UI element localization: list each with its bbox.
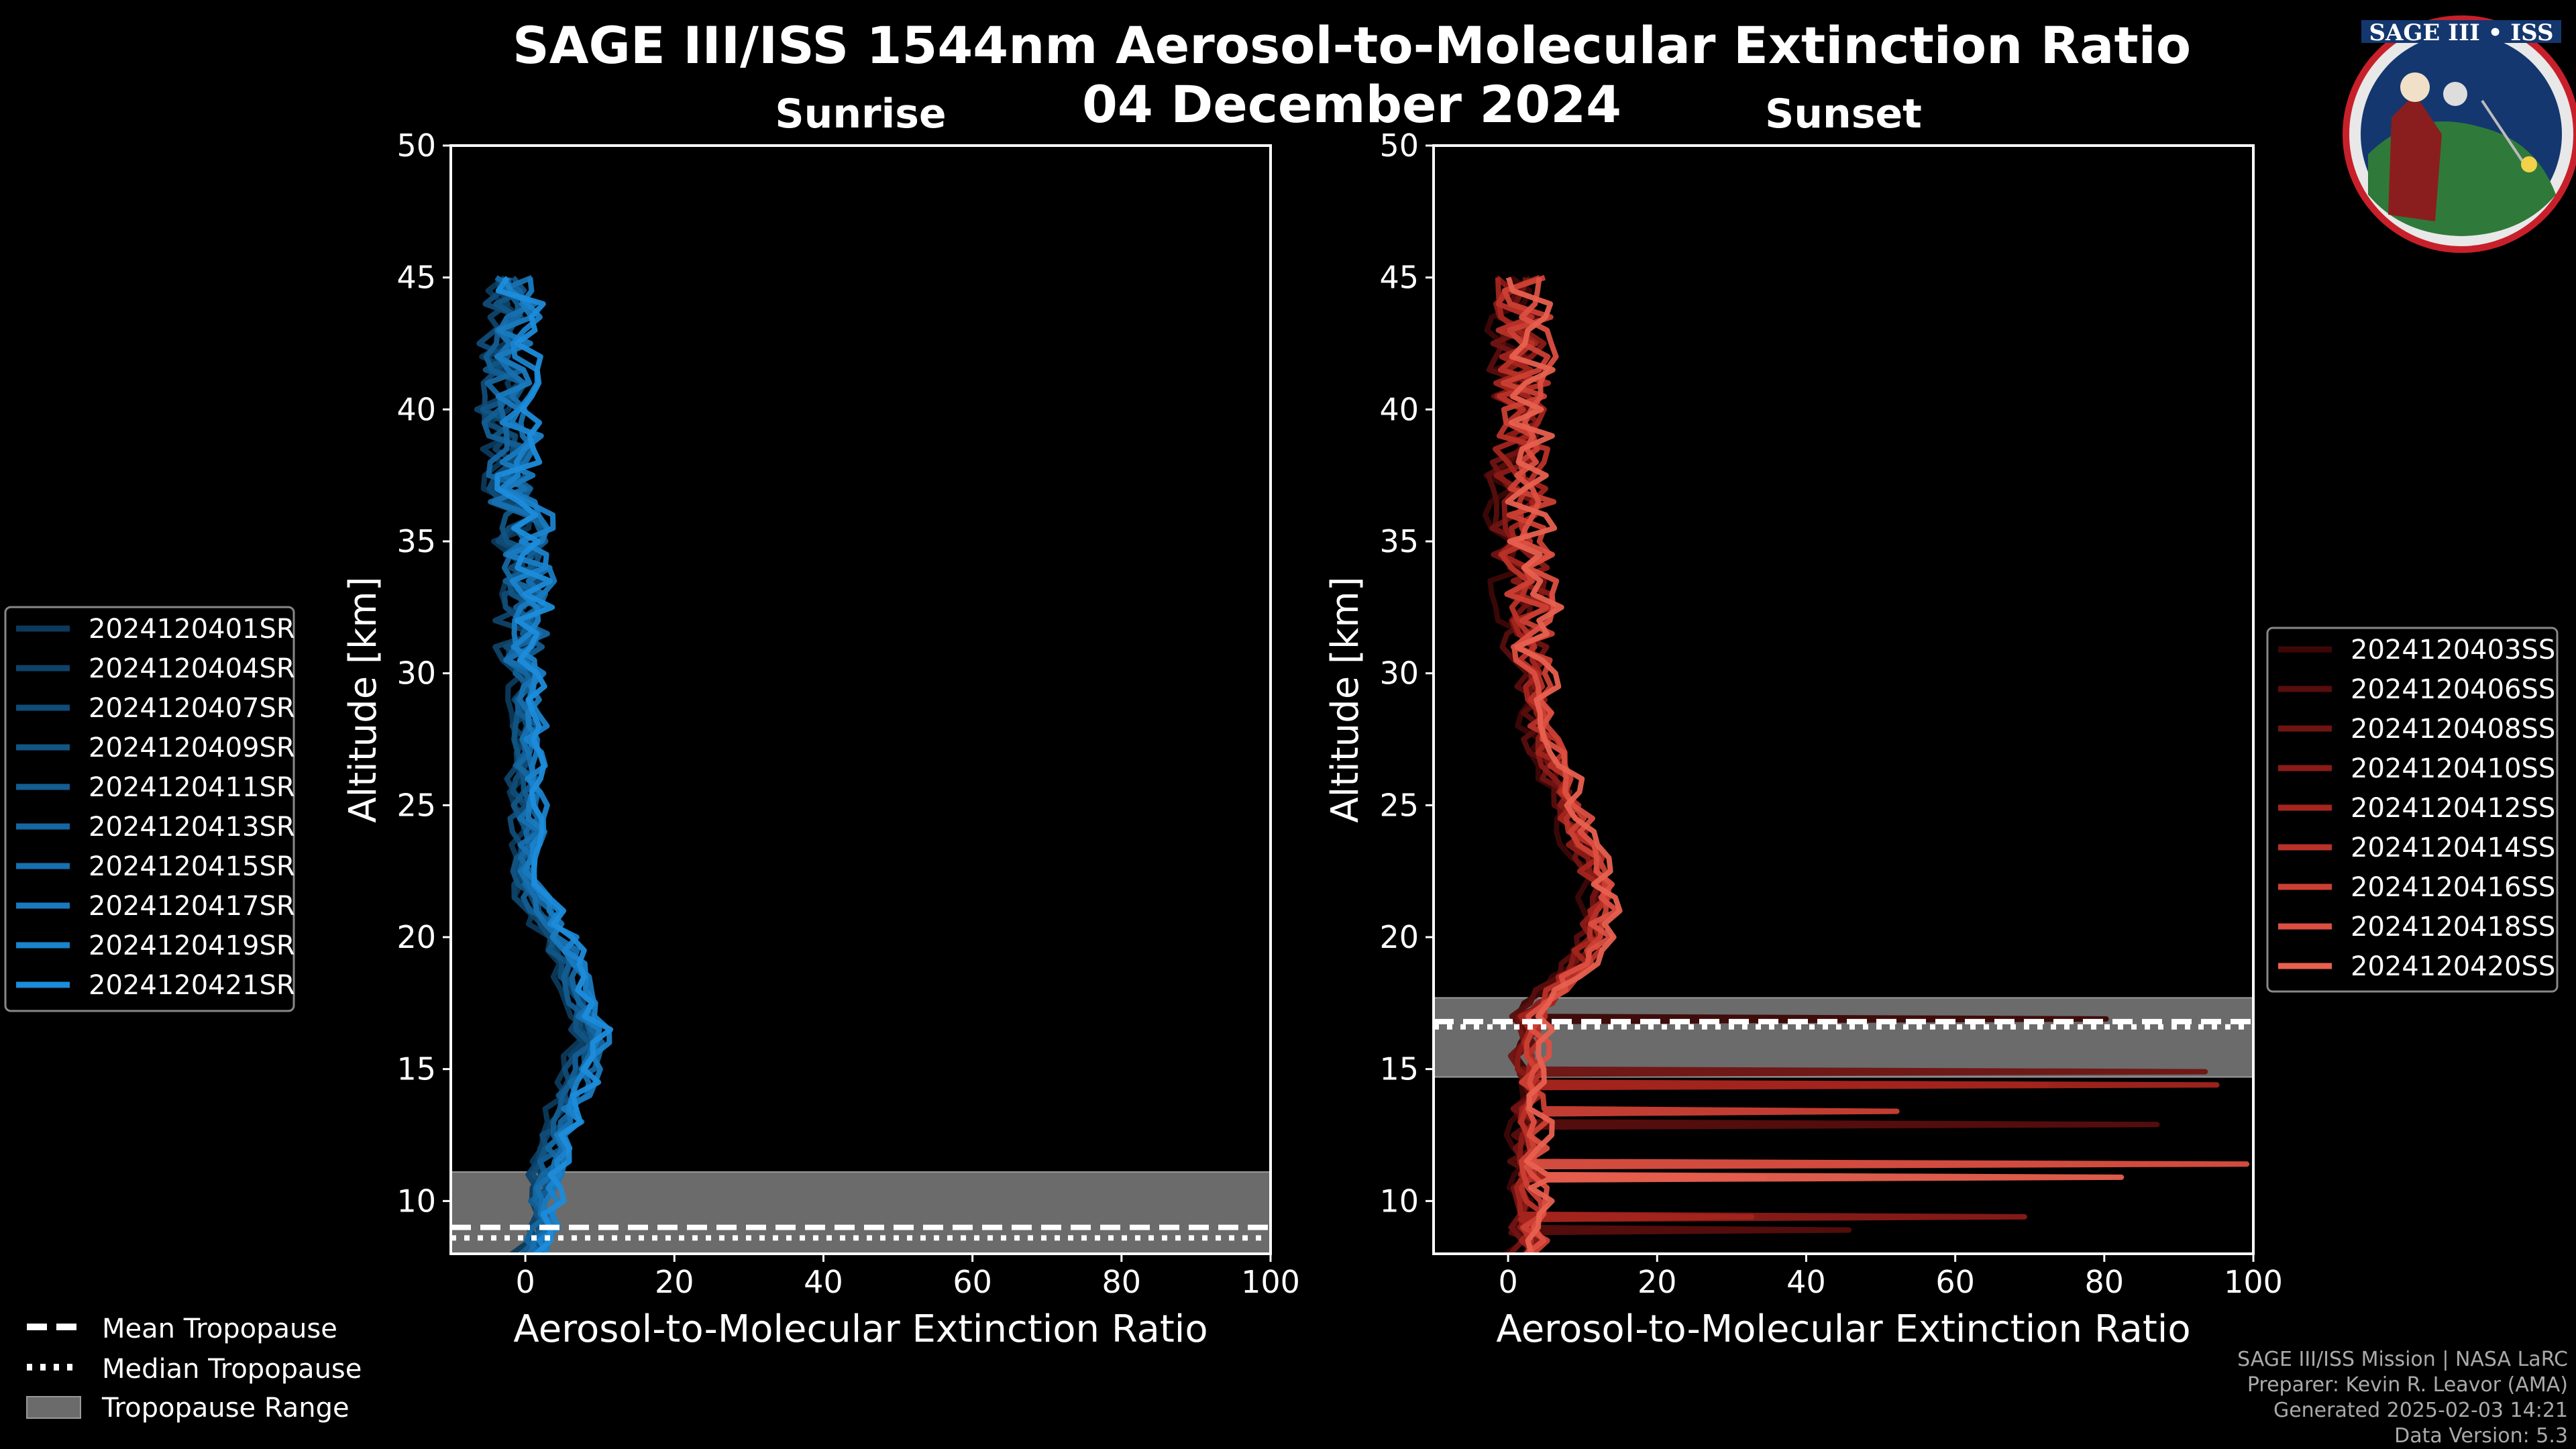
credit-line: Data Version: 5.3 bbox=[2394, 1424, 2568, 1448]
x-tick-label: 80 bbox=[1102, 1264, 1142, 1300]
x-tick-label: 60 bbox=[953, 1264, 992, 1300]
y-tick-label: 20 bbox=[396, 919, 436, 955]
plot-frame bbox=[449, 144, 1272, 1255]
y-tick-label: 25 bbox=[1379, 787, 1419, 823]
y-tick-label: 35 bbox=[1379, 523, 1419, 559]
credits: SAGE III/ISS Mission | NASA LaRC Prepare… bbox=[2237, 1348, 2568, 1448]
legend-label: 2024120414SS bbox=[2351, 833, 2555, 863]
legend-swatch-range bbox=[26, 1396, 81, 1419]
legend-label-median: Median Tropopause bbox=[102, 1354, 362, 1385]
legend-label: 2024120406SS bbox=[2351, 674, 2555, 705]
legend-label: 2024120418SS bbox=[2351, 912, 2555, 943]
y-tick-label: 40 bbox=[396, 391, 436, 427]
panel-title-sunset: Sunset bbox=[1765, 91, 1922, 138]
tropopause-legend: Mean Tropopause Median Tropopause Tropop… bbox=[26, 1313, 362, 1424]
profile-line-2024120421SR bbox=[494, 276, 614, 1254]
logo-text: SAGE III • ISS bbox=[2369, 19, 2553, 46]
y-axis-label: Altitude [km] bbox=[1324, 576, 1367, 822]
credit-line: Generated 2025-02-03 14:21 bbox=[2273, 1399, 2568, 1422]
x-tick-label: 80 bbox=[2085, 1264, 2125, 1300]
y-axis-label: Altitude [km] bbox=[341, 576, 385, 822]
y-tick-label: 45 bbox=[1379, 260, 1419, 296]
sunset-panel: 10 15 20 25 30 35 40 45 50 0 20 40 60 80 100 Aerosol-… bbox=[1324, 127, 2283, 1351]
logo-banner bbox=[2361, 20, 2561, 43]
y-ticks: 10 15 20 25 30 35 40 45 50 bbox=[396, 127, 451, 1219]
legend-box bbox=[4, 606, 295, 1012]
legend-label-range: Tropopause Range bbox=[101, 1393, 350, 1424]
legend-label: 2024120412SS bbox=[2351, 793, 2555, 824]
x-tick-label: 60 bbox=[1935, 1264, 1975, 1300]
legend-label: 2024120403SS bbox=[2351, 635, 2555, 665]
sunset-legend: 2024120403SS 2024120406SS 2024120408SS 2024… bbox=[2266, 627, 2559, 993]
sunrise-panel: 10 15 20 25 30 35 40 45 50 0 20 40 60 80 100 Aerosol-… bbox=[341, 127, 1300, 1351]
y-tick-label: 20 bbox=[1379, 919, 1419, 955]
tropopause-lines bbox=[1434, 1018, 2253, 1030]
y-tick-label: 15 bbox=[1379, 1051, 1419, 1087]
y-tick-label: 10 bbox=[396, 1183, 436, 1219]
tropopause-range-band bbox=[1434, 997, 2253, 1078]
legend-label: 2024120416SS bbox=[2351, 872, 2555, 903]
panel-title-sunrise: Sunrise bbox=[775, 91, 946, 138]
tropopause-range bbox=[1434, 997, 2253, 1078]
x-tick-label: 40 bbox=[1786, 1264, 1826, 1300]
legend-label: 2024120401SR bbox=[89, 614, 295, 645]
sunrise-legend: 2024120401SR 2024120404SR 2024120407SR 2024… bbox=[4, 606, 295, 1012]
x-tick-label: 20 bbox=[1638, 1264, 1677, 1300]
tropopause-lines bbox=[451, 1224, 1271, 1241]
profile-line-2024120420SS bbox=[1505, 276, 2125, 1254]
mission-logo: SAGE III • ISS bbox=[2343, 15, 2576, 253]
chart-subtitle: 04 December 2024 bbox=[1082, 74, 1621, 134]
legend-label: 2024120415SR bbox=[89, 851, 295, 882]
x-axis-label: Aerosol-to-Molecular Extinction Ratio bbox=[513, 1307, 1208, 1351]
tropopause-range-band bbox=[451, 1171, 1271, 1254]
legend-label: 2024120419SR bbox=[89, 930, 295, 961]
legend-label: 2024120407SR bbox=[89, 693, 295, 724]
tropopause-range bbox=[451, 1171, 1271, 1254]
plot-frame bbox=[1432, 144, 2255, 1255]
x-ticks: 0 20 40 60 80 100 bbox=[515, 1254, 1300, 1300]
profile-lines bbox=[1482, 274, 2250, 1254]
y-tick-label: 50 bbox=[1379, 127, 1419, 164]
x-ticks: 0 20 40 60 80 100 bbox=[1498, 1254, 2283, 1300]
legend-label: 2024120409SR bbox=[89, 733, 295, 763]
y-tick-label: 15 bbox=[396, 1051, 436, 1087]
legend-label: 2024120410SS bbox=[2351, 753, 2555, 784]
y-tick-label: 25 bbox=[396, 787, 436, 823]
legend-label: 2024120408SS bbox=[2351, 714, 2555, 745]
y-ticks: 10 15 20 25 30 35 40 45 50 bbox=[1379, 127, 1434, 1219]
y-tick-label: 30 bbox=[396, 655, 436, 692]
y-tick-label: 50 bbox=[396, 127, 436, 164]
y-tick-label: 40 bbox=[1379, 391, 1419, 427]
x-axis-label: Aerosol-to-Molecular Extinction Ratio bbox=[1496, 1307, 2190, 1351]
y-tick-label: 35 bbox=[396, 523, 436, 559]
x-tick-label: 0 bbox=[1498, 1264, 1517, 1300]
y-tick-label: 10 bbox=[1379, 1183, 1419, 1219]
legend-label: 2024120420SS bbox=[2351, 951, 2555, 982]
y-tick-label: 30 bbox=[1379, 655, 1419, 692]
legend-label: 2024120411SR bbox=[89, 772, 295, 803]
legend-label: 2024120417SR bbox=[89, 891, 295, 922]
profile-lines bbox=[474, 274, 614, 1254]
legend-label: 2024120404SR bbox=[89, 653, 295, 684]
legend-label-mean: Mean Tropopause bbox=[102, 1313, 337, 1344]
profile-line-2024120416SS bbox=[1501, 274, 1900, 1254]
y-tick-label: 45 bbox=[396, 260, 436, 296]
chart-title: SAGE III/ISS 1544nm Aerosol-to-Molecular… bbox=[513, 15, 2191, 75]
legend-label: 2024120421SR bbox=[89, 970, 295, 1001]
x-tick-label: 100 bbox=[2224, 1264, 2283, 1300]
x-tick-label: 20 bbox=[655, 1264, 694, 1300]
legend-label: 2024120413SR bbox=[89, 812, 295, 843]
credit-line: SAGE III/ISS Mission | NASA LaRC bbox=[2237, 1348, 2568, 1371]
x-tick-label: 0 bbox=[515, 1264, 535, 1300]
x-tick-label: 40 bbox=[804, 1264, 843, 1300]
legend-box bbox=[2266, 627, 2559, 993]
credit-line: Preparer: Kevin R. Leavor (AMA) bbox=[2247, 1373, 2568, 1397]
x-tick-label: 100 bbox=[1241, 1264, 1300, 1300]
